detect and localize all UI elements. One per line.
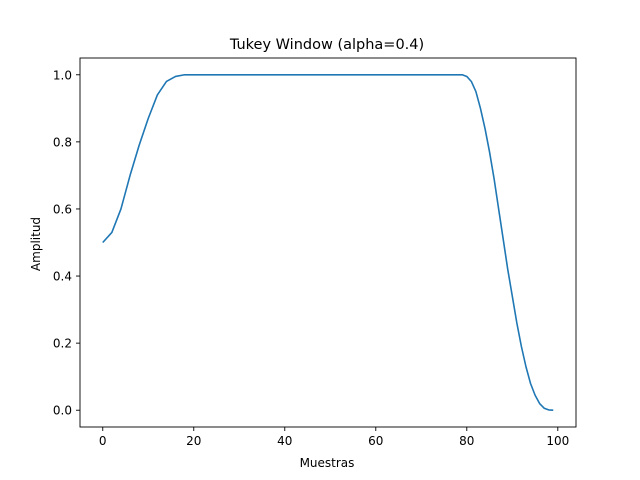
y-axis-ticks: 0.0 0.2 0.4 0.6 0.8 1.0 <box>53 68 80 418</box>
x-tick-label: 60 <box>368 434 383 448</box>
y-tick-label: 0.6 <box>53 202 72 216</box>
x-tick-label: 80 <box>459 434 474 448</box>
x-axis-label: Muestras <box>300 456 355 470</box>
y-tick-label: 0.4 <box>53 270 72 284</box>
x-tick-label: 0 <box>99 434 107 448</box>
x-axis-ticks: 0 20 40 60 80 100 <box>99 427 569 448</box>
plot-area <box>79 57 577 428</box>
y-tick-label: 0.2 <box>53 337 72 351</box>
chart-title: Tukey Window (alpha=0.4) <box>229 37 424 53</box>
series-line-0 <box>102 73 554 412</box>
x-tick-label: 40 <box>277 434 292 448</box>
y-tick-label: 0.0 <box>53 404 72 418</box>
plot-frame <box>79 57 577 428</box>
y-tick-label: 0.8 <box>53 135 72 149</box>
x-tick-label: 20 <box>186 434 201 448</box>
y-axis-label: Amplitud <box>29 217 43 271</box>
x-tick-label: 100 <box>546 434 569 448</box>
y-tick-label: 1.0 <box>53 68 72 82</box>
